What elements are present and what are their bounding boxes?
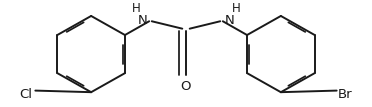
Text: H: H: [131, 1, 140, 15]
Text: Cl: Cl: [19, 88, 32, 101]
Text: O: O: [181, 80, 191, 93]
Text: Br: Br: [338, 88, 353, 101]
Text: N: N: [225, 14, 234, 27]
Text: H: H: [232, 1, 241, 15]
Text: N: N: [138, 14, 147, 27]
